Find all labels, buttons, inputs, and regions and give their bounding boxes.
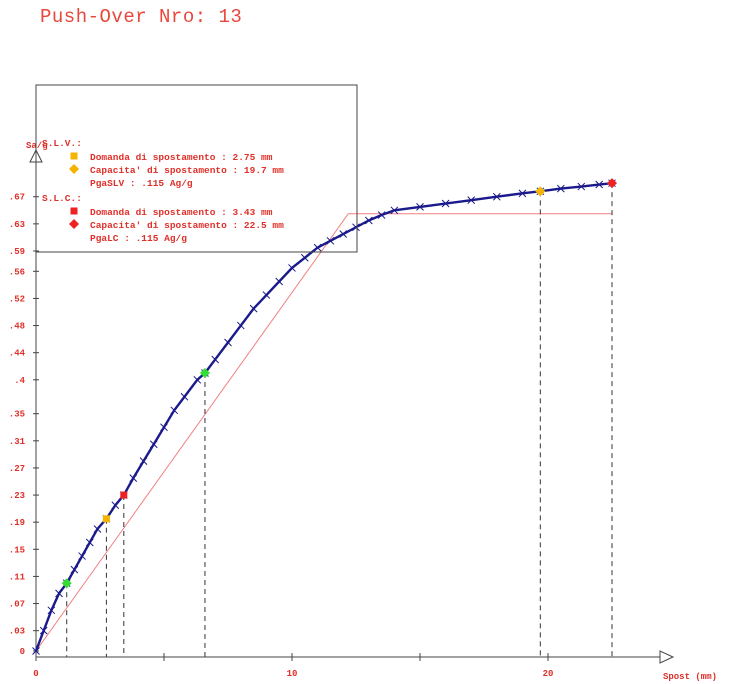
curve-point bbox=[262, 291, 271, 299]
legend-entry: Capacita' di spostamento : 22.5 mm bbox=[90, 220, 284, 231]
x-axis-label: Spost (mm) bbox=[663, 672, 717, 682]
curve-point bbox=[139, 457, 148, 466]
y-tick-label: .52 bbox=[9, 294, 25, 304]
legend-heading: S.L.V.: bbox=[42, 138, 82, 149]
marker-point bbox=[199, 368, 210, 379]
curve-line bbox=[34, 181, 613, 652]
y-tick-label: .07 bbox=[9, 600, 25, 610]
curve-point bbox=[111, 501, 120, 510]
curve-point bbox=[160, 423, 168, 432]
chart-title: Push-Over Nro: 13 bbox=[40, 6, 243, 28]
y-tick-label: .44 bbox=[9, 349, 26, 359]
curve-point bbox=[85, 538, 94, 547]
curve-point bbox=[377, 211, 386, 219]
bilinear-segment bbox=[35, 213, 349, 652]
curve-point bbox=[339, 230, 348, 238]
legend-entry: Capacita' di spostamento : 19.7 mm bbox=[90, 165, 284, 176]
curve-point bbox=[129, 474, 138, 482]
y-tick-label: .31 bbox=[9, 437, 26, 447]
curve-point bbox=[300, 253, 309, 262]
curve-point bbox=[416, 203, 424, 211]
legend-entry: Domanda di spostamento : 2.75 mm bbox=[90, 152, 273, 163]
curve-point bbox=[352, 223, 360, 232]
legend-note: PgaSLV : .115 Ag/g bbox=[90, 178, 193, 189]
curve-point bbox=[326, 236, 335, 245]
marker-point bbox=[120, 491, 128, 499]
curve-point bbox=[467, 196, 476, 204]
marker-points bbox=[61, 178, 617, 589]
curve-point bbox=[70, 565, 79, 574]
curve-point bbox=[170, 406, 179, 415]
y-tick-label: .56 bbox=[9, 267, 25, 277]
curve-point bbox=[180, 392, 189, 401]
y-axis-label: Sa/g bbox=[26, 141, 48, 151]
y-tick-label: .19 bbox=[9, 518, 25, 528]
y-tick-label: .15 bbox=[9, 545, 25, 555]
curve-point bbox=[224, 338, 232, 347]
curve-point bbox=[211, 355, 220, 364]
marker-point bbox=[102, 515, 110, 523]
legend-symbol bbox=[69, 219, 79, 229]
curve-point bbox=[492, 192, 501, 201]
legend: S.L.V.: Domanda di spostamento : 2.75 mm C… bbox=[35, 84, 358, 253]
y-tick-label: .27 bbox=[9, 464, 25, 474]
legend-box bbox=[35, 84, 358, 253]
curve-point bbox=[249, 304, 258, 313]
curve-point bbox=[39, 626, 48, 635]
y-tick-label: .67 bbox=[9, 193, 25, 203]
legend-symbol bbox=[70, 207, 78, 215]
legend-symbol bbox=[69, 164, 79, 174]
legend-heading: S.L.C.: bbox=[42, 193, 82, 204]
curve-point bbox=[313, 243, 322, 252]
curve-point bbox=[364, 216, 373, 225]
marker-point bbox=[607, 178, 617, 189]
y-tick-label: .4 bbox=[14, 376, 25, 386]
curve-point bbox=[149, 440, 158, 449]
y-tick-label: .35 bbox=[9, 410, 25, 420]
y-tick-label: .59 bbox=[9, 247, 25, 257]
marker-point bbox=[61, 578, 72, 589]
y-tick-label: .63 bbox=[9, 220, 25, 230]
y-tick-label: .48 bbox=[9, 322, 25, 332]
legend-entry: Domanda di spostamento : 3.43 mm bbox=[90, 207, 273, 218]
y-tick-label: .23 bbox=[9, 491, 25, 501]
bilinear-lines bbox=[35, 213, 612, 652]
curve-point bbox=[47, 606, 56, 615]
y-tick-label: .11 bbox=[9, 572, 26, 582]
curve-point bbox=[595, 180, 604, 189]
legend-symbol bbox=[70, 152, 78, 160]
drop-lines bbox=[66, 183, 613, 657]
curve-point bbox=[518, 189, 527, 198]
x-axis-arrow bbox=[659, 650, 675, 664]
y-tick-label: .03 bbox=[9, 627, 25, 637]
curve-point bbox=[275, 277, 284, 286]
x-tick-label: 20 bbox=[543, 669, 554, 679]
curve-point bbox=[55, 589, 63, 598]
curve-point bbox=[556, 184, 565, 193]
curve-point bbox=[236, 321, 245, 330]
y-tick-label: 0 bbox=[20, 647, 25, 657]
curve-point bbox=[78, 552, 86, 560]
curve-point bbox=[288, 264, 296, 272]
curve-point bbox=[93, 525, 102, 533]
curve-point bbox=[441, 199, 450, 208]
x-tick-label: 0 bbox=[33, 669, 38, 679]
x-tick-label: 10 bbox=[287, 669, 298, 679]
marker-point bbox=[535, 186, 546, 197]
curve-point bbox=[577, 182, 586, 191]
curve-point bbox=[193, 375, 202, 384]
legend-note: PgaLC : .115 Ag/g bbox=[90, 233, 187, 244]
curve-point bbox=[32, 647, 40, 655]
curve-point bbox=[390, 206, 399, 215]
